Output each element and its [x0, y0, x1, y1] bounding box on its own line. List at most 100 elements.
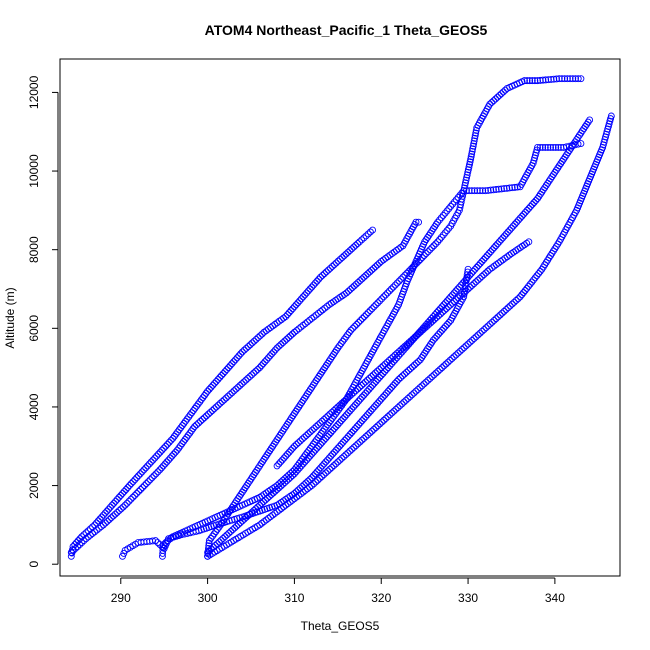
- data-point: [280, 314, 288, 322]
- data-point: [502, 230, 510, 238]
- data-point: [290, 303, 298, 311]
- data-point: [268, 350, 276, 358]
- data-point: [470, 280, 478, 288]
- data-point: [150, 472, 158, 480]
- data-point: [356, 238, 363, 246]
- data-point: [313, 444, 321, 452]
- data-point: [296, 437, 304, 445]
- data-point: [299, 460, 307, 468]
- data-point: [342, 451, 350, 459]
- data-point: [341, 413, 349, 421]
- data-point: [376, 397, 383, 405]
- data-point: [308, 450, 316, 458]
- y-tick-label: 10000: [27, 154, 41, 188]
- data-point: [369, 381, 377, 389]
- data-point: [416, 256, 424, 263]
- data-point: [377, 372, 385, 379]
- data-point: [242, 514, 250, 521]
- data-point: [459, 279, 467, 287]
- data-point: [214, 401, 222, 409]
- data-point: [299, 321, 307, 329]
- data-point: [482, 324, 490, 332]
- data-point: [348, 245, 356, 253]
- data-point: [463, 174, 471, 182]
- data-point: [412, 218, 420, 226]
- data-point: [277, 482, 285, 490]
- data-point: [490, 97, 498, 105]
- x-axis-label: Theta_GEOS5: [301, 619, 380, 633]
- data-point: [347, 326, 355, 334]
- data-point: [135, 488, 143, 495]
- data-point: [392, 405, 400, 413]
- data-point: [389, 381, 397, 389]
- data-point: [342, 396, 350, 404]
- data-point: [362, 413, 370, 421]
- data-point: [162, 539, 170, 547]
- data-point: [366, 307, 374, 315]
- data-point: [381, 391, 389, 399]
- data-point: [277, 505, 285, 512]
- data-point: [509, 222, 517, 230]
- data-point: [430, 242, 438, 250]
- data-point: [447, 202, 455, 210]
- data-point: [535, 270, 542, 278]
- data-point: [270, 348, 278, 356]
- data-point: [350, 444, 358, 451]
- data-point: [373, 367, 381, 375]
- data-point: [343, 434, 350, 442]
- data-point: [362, 311, 370, 319]
- data-point: [377, 364, 385, 372]
- data-point: [356, 395, 364, 403]
- data-point: [218, 398, 226, 406]
- data-point: [476, 329, 484, 337]
- data-point: [289, 330, 296, 338]
- data-point: [340, 398, 348, 406]
- data-point: [389, 353, 397, 361]
- data-point: [599, 141, 607, 149]
- data-point: [443, 207, 451, 215]
- data-point: [285, 309, 293, 317]
- data-point: [446, 301, 454, 309]
- data-point: [210, 405, 218, 413]
- data-point: [275, 484, 283, 492]
- data-point: [473, 263, 481, 271]
- data-point: [238, 348, 246, 356]
- data-point: [277, 341, 285, 348]
- data-point: [223, 366, 231, 374]
- data-point: [285, 334, 293, 341]
- data-point: [342, 333, 350, 341]
- data-point: [397, 346, 405, 354]
- data-point: [273, 508, 281, 516]
- data-point: [344, 449, 352, 457]
- data-point: [236, 519, 244, 527]
- data-point: [119, 503, 127, 511]
- data-point: [383, 358, 391, 366]
- x-tick-label: 320: [371, 591, 391, 605]
- data-point: [336, 255, 344, 263]
- data-point: [577, 75, 585, 83]
- data-point: [528, 201, 536, 208]
- data-point: [110, 499, 118, 507]
- data-point: [154, 450, 162, 458]
- data-point: [468, 147, 476, 155]
- data-point: [215, 538, 223, 546]
- data-point: [536, 76, 544, 84]
- data-point: [531, 77, 539, 85]
- data-point: [429, 336, 437, 344]
- data-point: [312, 478, 320, 486]
- data-point: [311, 279, 319, 287]
- x-tick-label: 300: [198, 591, 218, 605]
- data-point: [425, 321, 433, 329]
- data-point: [262, 496, 269, 504]
- data-point: [149, 456, 157, 464]
- data-point: [393, 349, 401, 357]
- data-point: [489, 186, 497, 194]
- data-point: [346, 431, 354, 438]
- data-point: [410, 361, 418, 369]
- data-point: [403, 269, 411, 277]
- data-point: [230, 387, 238, 395]
- data-point: [313, 468, 321, 476]
- data-point: [219, 534, 227, 542]
- data-point: [462, 342, 470, 350]
- data-point: [208, 407, 216, 414]
